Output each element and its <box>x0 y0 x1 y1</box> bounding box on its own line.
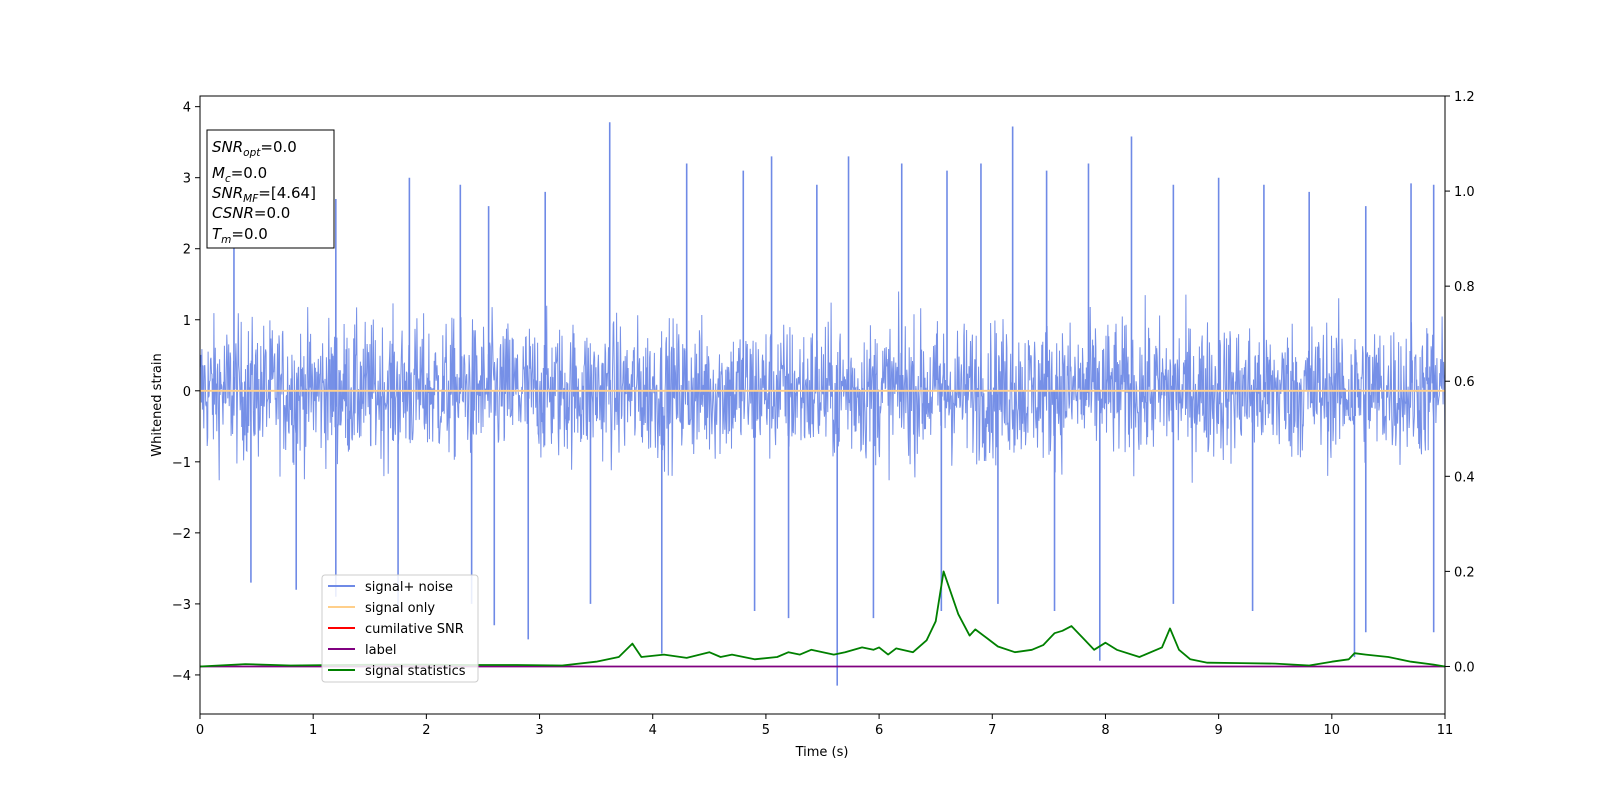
info-box-frame <box>206 129 335 249</box>
right-y-tick-label: 0.2 <box>1454 565 1475 580</box>
y-axis-label: Whitened strain <box>150 353 165 456</box>
legend-label: label <box>365 643 396 658</box>
series-line-signal-statistics <box>200 570 1445 668</box>
right-y-tick-label: 0.4 <box>1454 470 1475 485</box>
right-y-tick-label: 1.0 <box>1454 185 1475 200</box>
x-tick-label: 1 <box>309 723 317 738</box>
x-tick-label: 11 <box>1437 723 1454 738</box>
x-tick-label: 3 <box>535 723 543 738</box>
right-y-tick-label: 0.0 <box>1454 660 1475 675</box>
signal-noise-series <box>200 122 1445 686</box>
right-y-tick-label: 1.2 <box>1454 90 1475 105</box>
info-line: SNRMF=[4.64] <box>212 184 316 205</box>
left-y-tick-label: 1 <box>183 314 191 329</box>
legend-label: cumilative SNR <box>365 622 464 637</box>
info-line: CSNR=0.0 <box>212 204 290 222</box>
info-line: Tm=0.0 <box>212 225 268 246</box>
x-tick-label: 10 <box>1324 723 1341 738</box>
legend-label: signal+ noise <box>365 580 453 595</box>
x-tick-label: 0 <box>196 723 204 738</box>
x-tick-label: 9 <box>1214 723 1222 738</box>
left-y-tick-label: 3 <box>183 172 191 187</box>
right-y-tick-label: 0.8 <box>1454 280 1475 295</box>
left-y-tick-label: 4 <box>183 101 191 116</box>
left-y-tick-label: −2 <box>172 527 191 542</box>
left-y-tick-label: 0 <box>183 385 191 400</box>
signal-noise-line <box>200 291 1445 483</box>
right-y-axis: 1.2 1.0 0.8 0.6 0.4 0.2 0.0 <box>1445 90 1475 675</box>
left-y-tick-label: −4 <box>172 669 191 684</box>
left-y-tick-label: −3 <box>172 598 191 613</box>
legend-frame <box>321 574 479 683</box>
left-y-tick-label: 2 <box>183 243 191 258</box>
left-y-axis: 4 3 2 1 0 −1 −2 −3 −4 <box>172 101 200 684</box>
left-y-tick-label: −1 <box>172 456 191 471</box>
x-tick-label: 2 <box>422 723 430 738</box>
legend-label: signal statistics <box>365 664 466 679</box>
x-axis: 0 1 2 3 4 5 6 7 8 9 10 11 <box>196 714 1453 738</box>
x-tick-label: 6 <box>875 723 883 738</box>
x-tick-label: 8 <box>1101 723 1109 738</box>
plot-frame <box>199 95 1446 715</box>
legend-label: signal only <box>365 601 435 616</box>
right-y-tick-label: 0.6 <box>1454 375 1475 390</box>
x-axis-label: Time (s) <box>795 745 849 760</box>
x-tick-label: 4 <box>649 723 657 738</box>
x-tick-label: 7 <box>988 723 996 738</box>
info-line: SNRopt=0.0 <box>212 138 297 159</box>
legend: signal+ noise signal only cumilative SNR la… <box>321 574 479 683</box>
x-tick-label: 5 <box>762 723 770 738</box>
info-line: Mc=0.0 <box>212 164 267 185</box>
